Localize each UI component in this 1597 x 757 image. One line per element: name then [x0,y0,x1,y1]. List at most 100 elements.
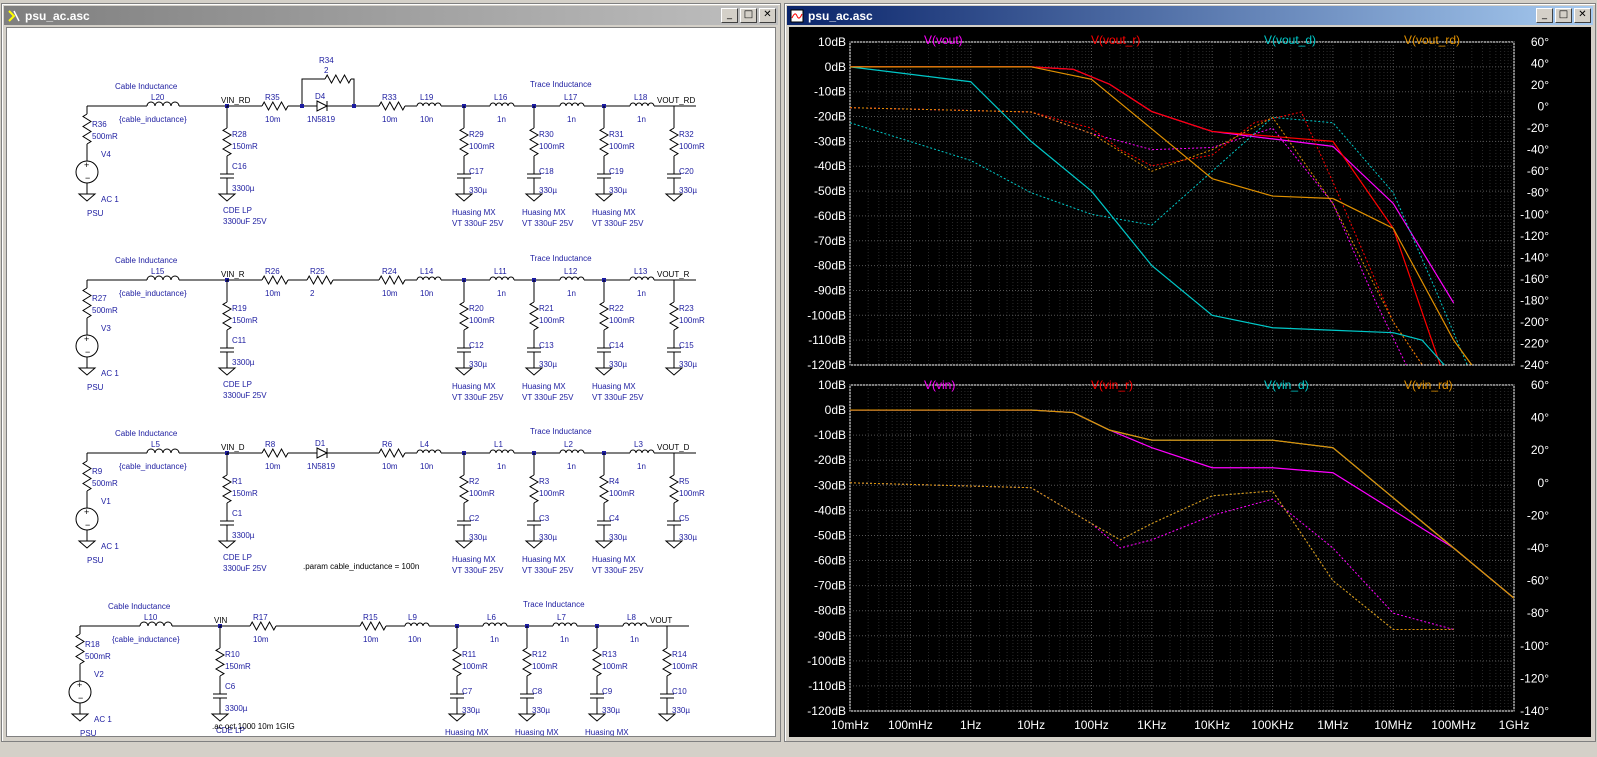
inductor-symbol[interactable] [416,449,442,454]
resistor-symbol[interactable] [75,633,85,665]
close-button[interactable]: ✕ [1574,8,1591,23]
resistor-symbol[interactable] [215,647,225,677]
resistor-symbol[interactable] [261,274,289,286]
inductor-symbol[interactable] [146,448,180,454]
inductor-symbol[interactable] [559,449,585,454]
resistor-symbol[interactable] [669,127,679,157]
resistor-symbol[interactable] [669,301,679,331]
resistor-symbol[interactable] [522,647,532,677]
maximize-button[interactable]: □ [1555,8,1572,23]
magnitude-trace-vvin_r[interactable] [850,409,1514,599]
inductor-symbol[interactable] [482,622,508,627]
resistor-symbol[interactable] [599,301,609,331]
resistor-symbol[interactable] [459,127,469,157]
inductor-value: 10n [420,115,433,124]
phase-trace-vvin_rd[interactable] [850,482,1454,630]
inductor-symbol[interactable] [622,622,648,627]
circuit-2[interactable]: Cable Inductance L15 {cable_inductance} R27… [75,254,705,402]
source-resistor-name: R18 [85,640,100,649]
inductor-symbol[interactable] [559,102,585,107]
resistor-symbol[interactable] [222,474,232,504]
magnitude-trace-vvin_d[interactable] [850,409,1514,599]
schematic-titlebar[interactable]: psu_ac.asc _ □ ✕ [4,6,778,25]
magnitude-trace-vvout_d[interactable] [850,66,1445,365]
resistor-symbol[interactable] [359,620,387,632]
resistor-symbol[interactable] [452,647,462,677]
resistor-symbol[interactable] [662,647,672,677]
resistor-symbol[interactable] [669,474,679,504]
resistor-symbol[interactable] [459,301,469,331]
plot-pane-1[interactable]: 10dB 0dB -10dB -20dB -30dB -40dB -50dB -60dB -70… [807,33,1549,376]
schematic-window[interactable]: psu_ac.asc _ □ ✕ Cable Inductance L20 {cab… [1,3,781,748]
resistor-symbol[interactable] [249,620,277,632]
inductor-symbol[interactable] [416,102,442,107]
plot-pane-2[interactable]: 10dB 0dB -10dB -20dB -30dB -40dB -50dB -60dB -70… [807,378,1549,718]
resistor-symbol[interactable] [261,447,289,459]
resistor-symbol[interactable] [378,100,406,112]
y-tick-label: -20dB [814,110,846,124]
phase-trace-vvout_rd[interactable] [850,107,1430,376]
phase-tick-label: -80° [1527,186,1549,200]
plot-window[interactable]: psu_ac.asc _ □ ✕ 10dB 0dB -10dB -20dB -30dB -… [784,3,1596,742]
inductor-symbol[interactable] [629,276,655,281]
magnitude-trace-vvin[interactable] [850,409,1514,599]
inductor-symbol[interactable] [489,449,515,454]
phase-trace-vvout_d[interactable] [850,116,1472,375]
inductor-symbol[interactable] [489,102,515,107]
inductor-symbol[interactable] [559,276,585,281]
diode-symbol[interactable] [316,100,329,112]
resistor-symbol[interactable] [529,301,539,331]
resistor-symbol[interactable] [529,127,539,157]
magnitude-trace-vvout_r[interactable] [850,66,1441,365]
inductor-symbol[interactable] [629,449,655,454]
minimize-button[interactable]: _ [721,8,738,23]
circuit-3[interactable]: Cable Inductance L5 {cable_inductance} R9 50… [75,427,705,575]
resistor-symbol[interactable] [599,474,609,504]
resistor-symbol[interactable] [529,474,539,504]
phase-trace-vvout_r[interactable] [850,107,1430,376]
circuit-1[interactable]: Cable Inductance L20 {cable_inductance} R36… [75,56,705,228]
inductor-symbol[interactable] [404,622,430,627]
circuit-4[interactable]: Cable Inductance L10 {cable_inductance} R18… [68,600,698,748]
resistor-symbol[interactable] [459,474,469,504]
resistor-symbol[interactable] [378,274,406,286]
inductor-symbol[interactable] [139,621,173,627]
shunt-cap-name: C9 [602,687,613,696]
bode-plots[interactable]: 10dB 0dB -10dB -20dB -30dB -40dB -50dB -60dB -70… [789,27,1591,737]
minimize-button[interactable]: _ [1536,8,1553,23]
shunt-resistor-name: R3 [539,477,550,486]
inductor-symbol[interactable] [146,101,180,107]
shunt-cap-value: 330µ [679,186,697,195]
diode-symbol[interactable] [316,447,329,459]
maximize-button[interactable]: □ [740,8,757,23]
inductor-symbol[interactable] [146,275,180,281]
inductor-symbol[interactable] [416,276,442,281]
resistor-symbol[interactable] [261,100,289,112]
vin-net-label: VIN [214,616,228,625]
inductor-symbol[interactable] [489,276,515,281]
shunt-cap-value: 330µ [532,706,550,715]
schematic-canvas[interactable]: Cable Inductance L20 {cable_inductance} R36… [6,27,776,748]
inductor-symbol[interactable] [629,102,655,107]
resistor-symbol[interactable] [82,460,92,492]
resistor-symbol[interactable] [378,447,406,459]
x-tick-label: 100KHz [1251,718,1294,732]
resistor-symbol[interactable] [82,287,92,319]
resistor-symbol[interactable] [222,127,232,157]
source-value: AC 1 [94,715,112,724]
magnitude-trace-vvout_rd[interactable] [850,66,1473,365]
magnitude-trace-vvin_rd[interactable] [850,409,1514,599]
close-button[interactable]: ✕ [759,8,776,23]
resistor-symbol[interactable] [599,127,609,157]
resistor-symbol[interactable] [306,274,334,286]
trace-inductor-name: L6 [487,613,496,622]
plot-canvas[interactable]: 10dB 0dB -10dB -20dB -30dB -40dB -50dB -60dB -70… [789,27,1591,737]
resistor-symbol[interactable] [82,113,92,145]
schematic-drawing[interactable]: Cable Inductance L20 {cable_inductance} R36… [7,28,775,748]
inductor-symbol[interactable] [552,622,578,627]
resistor-symbol[interactable] [222,301,232,331]
resistor-symbol[interactable] [324,73,352,85]
phase-trace-vvout[interactable] [850,107,1411,376]
resistor-symbol[interactable] [592,647,602,677]
plot-titlebar[interactable]: psu_ac.asc _ □ ✕ [787,6,1593,25]
